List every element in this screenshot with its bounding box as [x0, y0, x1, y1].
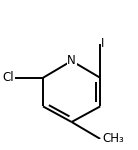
Text: CH₃: CH₃	[103, 132, 125, 145]
Text: N: N	[67, 54, 76, 67]
Text: Cl: Cl	[3, 71, 14, 84]
Text: I: I	[101, 38, 104, 51]
